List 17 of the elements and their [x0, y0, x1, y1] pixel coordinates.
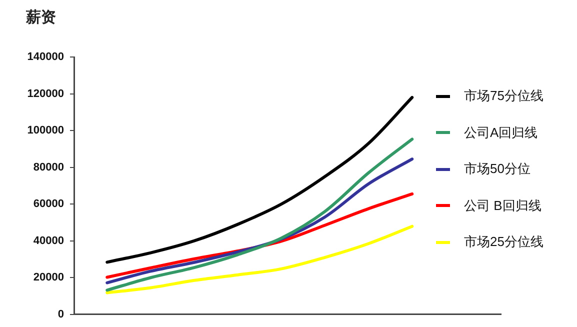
- y-tick-label: 40000: [33, 234, 64, 247]
- legend-label: 公司 B回归线: [464, 196, 542, 215]
- y-tick-label: 80000: [33, 161, 64, 174]
- y-tick-label: 120000: [27, 88, 64, 100]
- y-tick-label: 100000: [27, 124, 64, 137]
- line-series: [106, 224, 414, 294]
- y-tick-label: 140000: [27, 51, 64, 64]
- line-series: [106, 96, 414, 264]
- line-series: [106, 138, 414, 292]
- legend-label: 市场25分位线: [464, 233, 544, 252]
- y-tick-label: 20000: [33, 272, 64, 284]
- chart-title: 薪资: [26, 8, 56, 27]
- y-tick-label: 0: [58, 308, 64, 320]
- legend-label: 公司A回归线: [464, 124, 538, 142]
- y-tick-label: 60000: [33, 198, 64, 210]
- legend-label: 市场75分位线: [464, 87, 544, 106]
- legend-label: 市场50分位: [464, 160, 530, 178]
